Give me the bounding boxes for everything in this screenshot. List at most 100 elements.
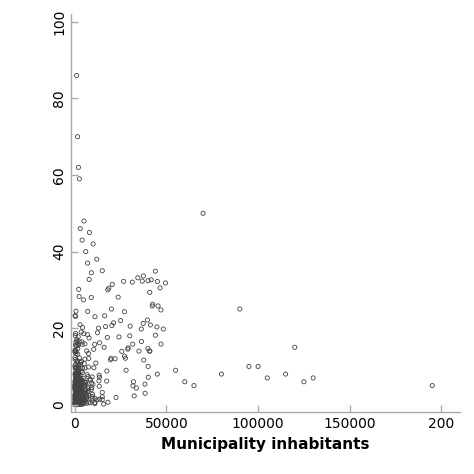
Point: [72, 380, 80, 388]
Point: [115, 333, 123, 341]
Point: [172, 366, 179, 374]
Point: [73, 375, 80, 383]
Point: [107, 355, 115, 362]
Point: [108, 322, 116, 329]
Point: [78, 386, 86, 393]
Point: [73, 393, 80, 401]
Point: [146, 347, 153, 355]
Point: [73, 392, 80, 400]
Point: [77, 383, 85, 390]
Point: [72, 378, 79, 386]
Point: [75, 378, 83, 385]
Point: [75, 376, 83, 384]
Point: [76, 398, 83, 406]
Point: [74, 386, 82, 393]
Point: [72, 392, 80, 400]
Point: [72, 382, 80, 390]
Point: [72, 388, 79, 395]
Point: [72, 348, 80, 356]
Point: [71, 386, 79, 393]
Point: [77, 393, 85, 401]
Point: [75, 338, 83, 346]
Point: [71, 400, 79, 408]
Point: [72, 395, 80, 402]
Point: [83, 392, 91, 400]
Point: [73, 400, 80, 407]
Point: [73, 384, 80, 392]
Point: [88, 386, 95, 393]
Point: [73, 395, 81, 403]
Point: [73, 394, 81, 402]
Point: [73, 397, 81, 405]
Point: [153, 323, 161, 331]
Point: [84, 373, 92, 381]
Point: [72, 378, 79, 386]
Point: [89, 397, 96, 405]
Point: [77, 389, 85, 397]
Point: [73, 373, 81, 380]
Point: [80, 388, 88, 396]
Point: [74, 342, 82, 349]
Point: [88, 294, 95, 301]
Point: [138, 277, 146, 285]
Point: [75, 396, 83, 403]
Point: [96, 374, 103, 381]
Point: [76, 380, 84, 388]
Point: [85, 385, 92, 392]
Point: [124, 344, 132, 352]
Point: [73, 370, 80, 377]
Point: [76, 380, 84, 388]
Point: [199, 210, 207, 217]
Point: [74, 368, 82, 376]
Point: [74, 378, 82, 385]
Point: [75, 398, 82, 405]
Point: [71, 399, 79, 407]
Point: [75, 370, 82, 378]
Point: [74, 364, 82, 371]
Point: [72, 379, 79, 386]
Point: [74, 386, 82, 394]
Point: [73, 399, 80, 406]
Point: [73, 398, 81, 405]
Point: [83, 347, 91, 355]
Point: [77, 367, 85, 375]
Point: [140, 356, 147, 364]
Point: [72, 398, 80, 406]
Point: [85, 363, 92, 371]
Point: [72, 364, 79, 371]
Point: [85, 392, 93, 400]
Point: [72, 332, 79, 339]
Point: [73, 381, 80, 388]
Point: [108, 305, 115, 313]
Point: [74, 384, 82, 392]
Point: [144, 345, 152, 352]
Point: [71, 399, 79, 407]
Point: [71, 397, 79, 404]
Point: [78, 378, 86, 385]
Point: [148, 302, 156, 310]
Point: [80, 296, 87, 304]
Point: [95, 383, 103, 390]
Point: [78, 385, 86, 393]
Point: [79, 400, 86, 408]
Point: [76, 396, 83, 404]
Point: [79, 377, 86, 384]
Point: [236, 305, 244, 313]
Point: [73, 397, 80, 404]
Point: [71, 371, 79, 378]
Point: [73, 392, 80, 400]
Point: [71, 381, 79, 388]
Point: [75, 285, 82, 293]
Point: [72, 399, 80, 406]
Point: [75, 384, 82, 392]
Point: [99, 389, 106, 396]
Point: [84, 308, 91, 315]
Point: [72, 393, 80, 401]
Point: [90, 364, 98, 372]
Point: [95, 377, 103, 385]
Point: [73, 398, 80, 405]
Point: [81, 364, 89, 372]
Point: [71, 392, 79, 400]
Point: [91, 313, 99, 320]
Point: [73, 396, 80, 404]
